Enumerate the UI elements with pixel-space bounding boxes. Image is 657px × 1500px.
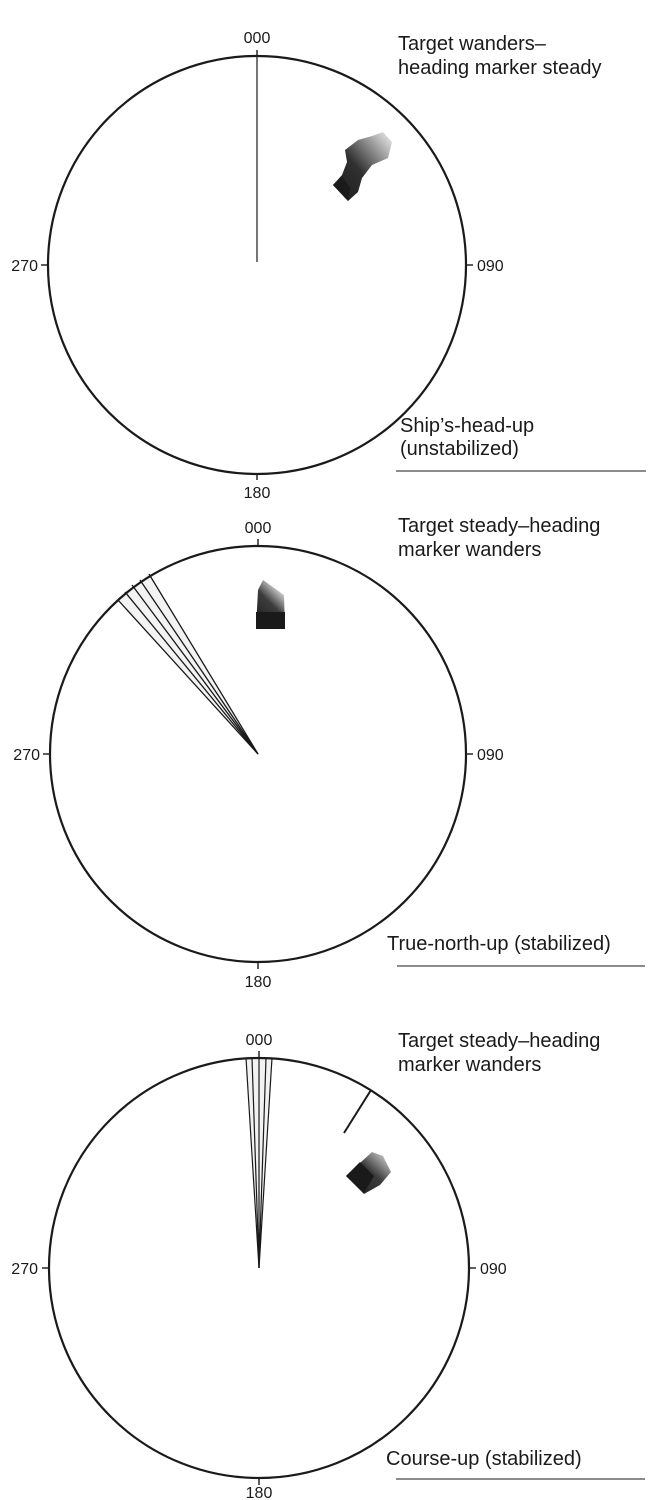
heading-marker-fan [117,573,259,755]
display-mode-label: True-north-up (stabilized) [387,933,611,955]
display-mode-label: Course-up (stabilized) [386,1448,582,1470]
course-marker [343,1089,372,1134]
panel-description: Target steady–heading marker wanders [398,1030,606,1076]
target-echo [256,580,285,629]
panel-true-north-up: 000 090 180 270 Target steady–heading ma… [13,515,645,991]
bearing-label-270: 270 [11,1261,38,1278]
bearing-label-270: 270 [13,747,40,764]
target-echo [333,132,392,201]
display-mode-label: Ship’s-head-up (unstabilized) [400,415,540,460]
panel-course-up: 000 090 180 270 Target steady–heading ma… [11,1030,645,1500]
bearing-label-000: 000 [245,520,272,537]
bearing-label-090: 090 [477,258,504,275]
bearing-label-000: 000 [244,30,271,47]
bearing-label-180: 180 [245,974,272,991]
bearing-label-000: 000 [246,1032,273,1049]
heading-marker-fan [245,1057,273,1269]
bearing-label-270: 270 [11,258,38,275]
bearing-label-180: 180 [244,485,271,502]
bearing-label-090: 090 [480,1261,507,1278]
target-echo [346,1152,391,1194]
panel-ships-head-up: 000 090 180 270 Target wanders– heading … [11,30,646,502]
panel-description: Target wanders– heading marker steady [398,33,601,79]
bearing-label-090: 090 [477,747,504,764]
bearing-label-180: 180 [246,1485,273,1500]
panel-description: Target steady–heading marker wanders [398,515,606,561]
